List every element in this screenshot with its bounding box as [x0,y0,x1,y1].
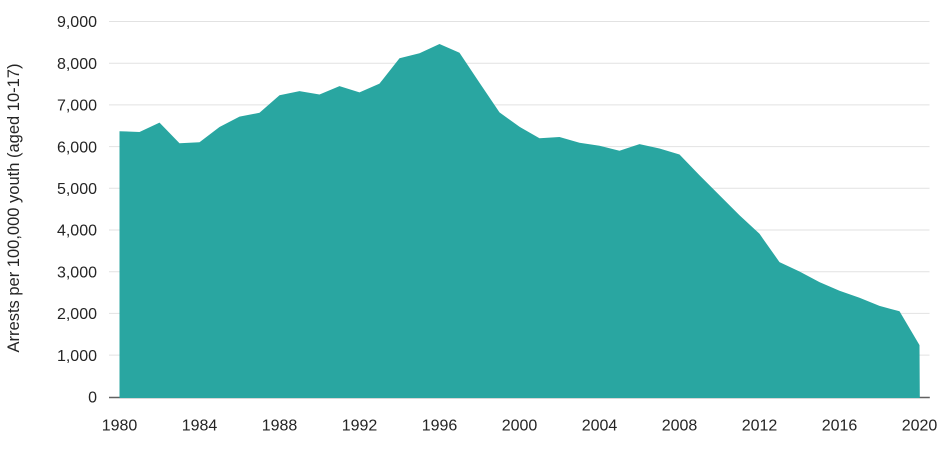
svg-text:5,000: 5,000 [57,181,97,198]
svg-text:0: 0 [88,390,97,407]
svg-text:7,000: 7,000 [57,98,97,115]
svg-text:2012: 2012 [742,418,778,435]
svg-text:2,000: 2,000 [57,306,97,323]
svg-text:1996: 1996 [422,418,458,435]
svg-text:4,000: 4,000 [57,223,97,240]
svg-text:1992: 1992 [342,418,378,435]
svg-text:1984: 1984 [182,418,218,435]
svg-text:2000: 2000 [502,418,538,435]
svg-text:1,000: 1,000 [57,348,97,365]
svg-text:9,000: 9,000 [57,14,97,31]
svg-text:2020: 2020 [902,418,938,435]
svg-text:3,000: 3,000 [57,264,97,281]
svg-text:1980: 1980 [102,418,138,435]
svg-text:2004: 2004 [582,418,618,435]
svg-text:Arrests per 100,000 youth (age: Arrests per 100,000 youth (aged 10-17) [5,64,23,353]
svg-text:1988: 1988 [262,418,298,435]
svg-text:8,000: 8,000 [57,56,97,73]
svg-text:2008: 2008 [662,418,698,435]
svg-text:6,000: 6,000 [57,139,97,156]
svg-text:2016: 2016 [822,418,858,435]
